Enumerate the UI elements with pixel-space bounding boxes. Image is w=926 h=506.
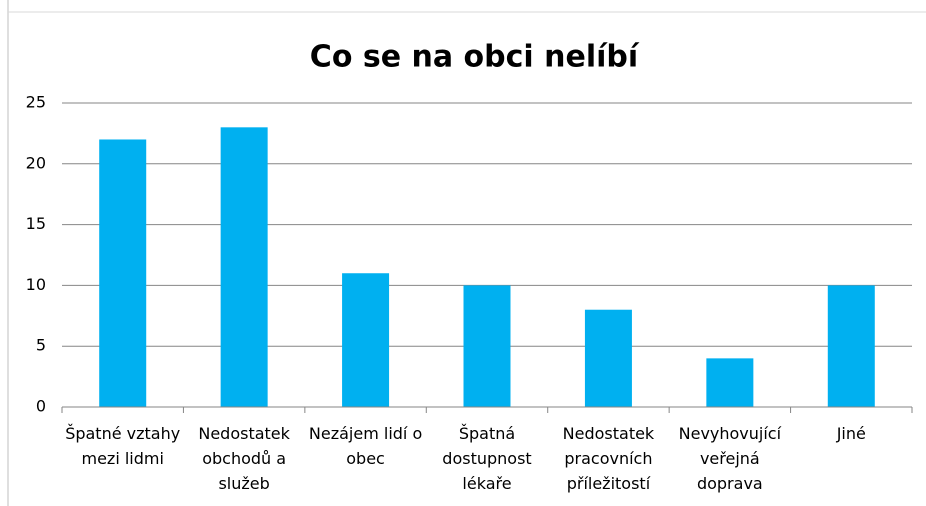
bar	[220, 127, 268, 407]
bar	[463, 285, 511, 407]
x-tick-label: Nevyhovující veřejná doprava	[678, 424, 782, 493]
y-tick-label: 0	[36, 397, 46, 416]
y-tick-label: 20	[26, 153, 46, 172]
bar	[706, 358, 754, 407]
x-tick-label: Nedostatek pracovních příležitostí	[562, 424, 655, 493]
bar	[99, 139, 147, 408]
y-tick-label: 5	[36, 336, 46, 355]
x-tick-label: Nezájem lidí o obec	[308, 424, 423, 468]
bar	[342, 273, 390, 407]
y-tick-label: 15	[26, 214, 46, 233]
bar	[827, 285, 875, 407]
y-tick-label: 10	[26, 275, 46, 294]
y-tick-label: 25	[26, 93, 46, 112]
x-tick-label: Jiné	[836, 424, 866, 443]
x-tick-label: Nedostatek obchodů a služeb	[198, 424, 290, 493]
x-tick-label: Špatná dostupnost lékaře	[442, 424, 532, 493]
x-tick-label: Špatné vztahy mezi lidmi	[65, 424, 181, 468]
bar	[584, 309, 632, 407]
chart-title: Co se na obci nelíbí	[310, 40, 640, 75]
